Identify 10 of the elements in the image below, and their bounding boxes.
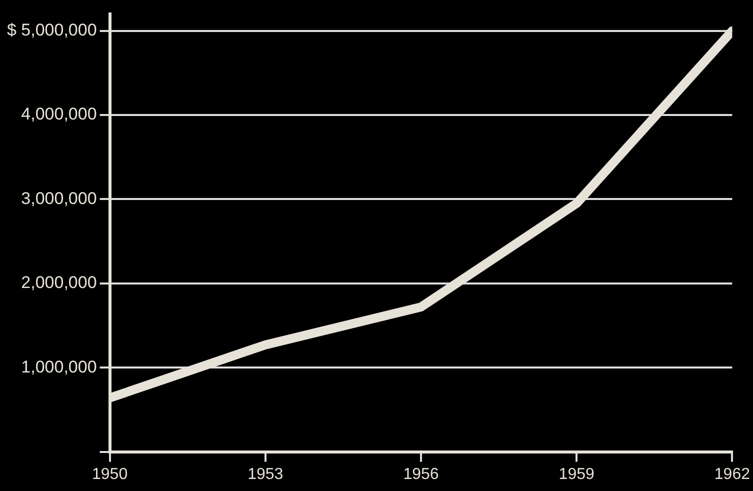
- x-tick-label: 1959: [558, 466, 594, 483]
- x-tick-label: 1953: [248, 466, 284, 483]
- y-tick-label: 1,000,000: [21, 357, 97, 376]
- y-tick-label: 2,000,000: [21, 273, 97, 292]
- y-tick-label: 3,000,000: [21, 188, 97, 208]
- x-tick-label: 1950: [92, 466, 128, 483]
- x-tick-label: 1956: [403, 466, 439, 483]
- x-tick-label: 1962: [714, 466, 750, 483]
- y-tick-label: 4,000,000: [21, 104, 97, 124]
- y-tick-label: $ 5,000,000: [6, 20, 97, 40]
